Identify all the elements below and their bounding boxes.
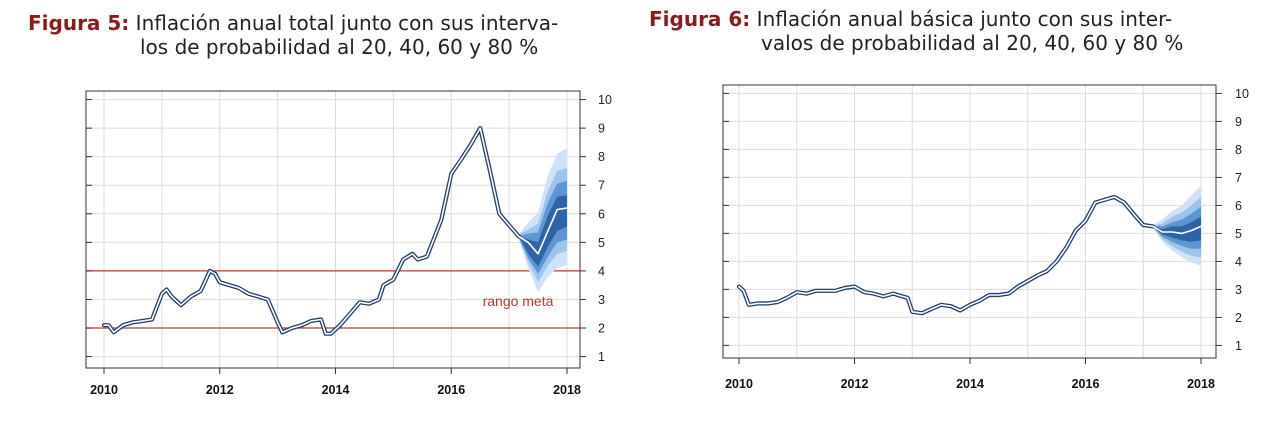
figure-5-chart: 1 2 3 4 5 6 7 8 9 10 2010 2012 2014 2016 2018 rango met… xyxy=(85,90,612,397)
series-line xyxy=(1152,225,1202,235)
y-tick-label: 9 xyxy=(598,122,605,136)
y-tick-label: 8 xyxy=(598,150,605,164)
y-tick-label: 1 xyxy=(598,350,605,364)
y-tick-label: 3 xyxy=(1235,283,1242,297)
x-axis: 2010 2012 2014 2016 2018 xyxy=(725,358,1215,391)
fan-chart xyxy=(1153,185,1201,266)
x-tick-label: 2016 xyxy=(1072,377,1100,391)
series-line xyxy=(738,196,1154,315)
x-tick-label: 2010 xyxy=(90,383,118,397)
series-line xyxy=(518,207,568,255)
series-line xyxy=(103,127,520,335)
x-tick-label: 2018 xyxy=(1187,377,1215,391)
x-axis: 2010 2012 2014 2016 2018 xyxy=(90,368,581,397)
y-tick-label: 6 xyxy=(598,207,605,221)
figure-6-panel: Figura 6: Inflación anual básica junto c… xyxy=(637,0,1274,423)
y-tick-label: 4 xyxy=(1235,255,1242,269)
y-tick-label: 7 xyxy=(1235,171,1242,185)
series-line-outline xyxy=(736,194,1156,316)
x-tick-label: 2014 xyxy=(956,377,984,391)
fan-chart xyxy=(519,148,567,293)
y-tick-label: 3 xyxy=(598,293,605,307)
grid xyxy=(86,91,580,368)
y-axis: 1 2 3 4 5 6 7 8 9 10 xyxy=(86,93,612,364)
figure-5-caption-line1: Inflación anual total junto con sus inte… xyxy=(135,11,559,35)
grid xyxy=(723,85,1216,358)
series-forecast xyxy=(518,207,568,255)
figure-5-label: Figura 5: xyxy=(28,11,130,35)
y-tick-label: 2 xyxy=(1235,311,1242,325)
y-tick-label: 9 xyxy=(1235,115,1242,129)
x-tick-label: 2010 xyxy=(725,377,753,391)
series-observed xyxy=(101,126,522,336)
figure-6-label: Figura 6: xyxy=(649,7,751,31)
y-tick-label: 4 xyxy=(598,264,605,278)
y-tick-label: 7 xyxy=(598,179,605,193)
figure-5-caption-line2: los de probabilidad al 20, 40, 60 y 80 % xyxy=(140,35,539,59)
figure-5-caption: Figura 5: Inflación anual total junto co… xyxy=(28,11,628,59)
series-forecast xyxy=(1152,225,1202,235)
figure-6-caption-line2: valos de probabilidad al 20, 40, 60 y 80… xyxy=(761,31,1184,55)
y-tick-label: 5 xyxy=(598,236,605,250)
fan-band-p40-p60 xyxy=(1153,216,1201,242)
plot-frame xyxy=(85,90,581,369)
figure-5-panel: Figura 5: Inflación anual total junto co… xyxy=(28,11,628,397)
series-observed xyxy=(736,194,1156,316)
figure-6-chart: 1 2 3 4 5 6 7 8 9 10 2010 2012 2014 2016 2018 xyxy=(722,84,1249,391)
y-tick-label: 8 xyxy=(1235,143,1242,157)
y-tick-label: 6 xyxy=(1235,199,1242,213)
figure-6-caption: Figura 6: Inflación anual básica junto c… xyxy=(649,7,1269,55)
y-tick-label: 5 xyxy=(1235,227,1242,241)
figure-6-caption-line1: Inflación anual básica junto con sus int… xyxy=(756,7,1173,31)
y-tick-label: 2 xyxy=(598,322,605,336)
target-range-label: rango meta xyxy=(483,293,554,309)
series-line-outline xyxy=(101,126,522,336)
x-tick-label: 2018 xyxy=(553,383,581,397)
y-tick-label: 1 xyxy=(1235,339,1242,353)
x-tick-label: 2014 xyxy=(322,383,350,397)
x-tick-label: 2012 xyxy=(841,377,869,391)
y-tick-label: 10 xyxy=(598,93,612,107)
x-tick-label: 2016 xyxy=(437,383,465,397)
y-axis: 1 2 3 4 5 6 7 8 9 10 xyxy=(723,87,1249,353)
x-tick-label: 2012 xyxy=(206,383,234,397)
y-tick-label: 10 xyxy=(1235,87,1249,101)
